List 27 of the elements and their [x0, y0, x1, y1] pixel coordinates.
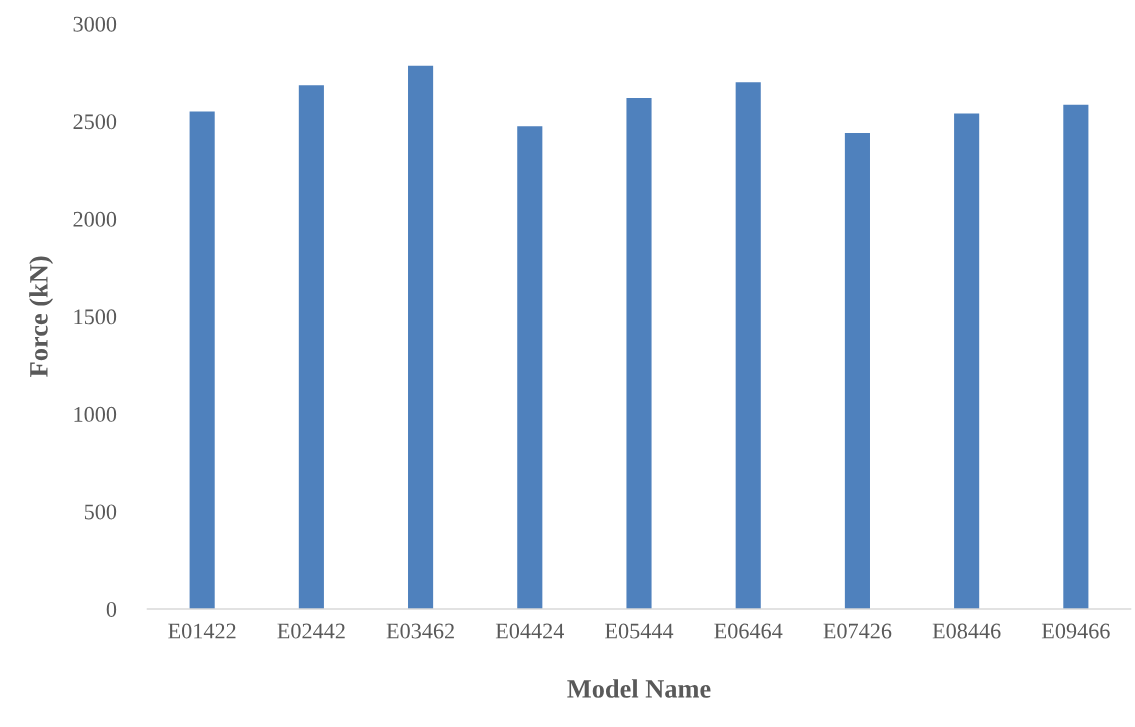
bar	[844, 133, 870, 610]
y-tick-label: 2500	[73, 114, 117, 130]
y-axis-title: Force (kN)	[29, 256, 54, 377]
y-tick-label: 1000	[74, 406, 117, 422]
bar	[735, 82, 761, 610]
bar	[954, 113, 980, 610]
x-tick-label: E01422	[168, 623, 236, 639]
y-tick-label: 3000	[73, 16, 117, 32]
y-tick-label: 500	[84, 504, 117, 520]
x-tick-label: E05444	[605, 623, 674, 639]
x-tick-label: E04424	[495, 623, 565, 639]
y-tick-label: 1500	[74, 309, 117, 325]
x-tick-label: E08446	[932, 623, 1001, 639]
bar	[298, 85, 324, 610]
x-tick-label: E09466	[1041, 623, 1110, 639]
x-tick-label: E02442	[277, 623, 345, 639]
x-tick-label: E07426	[823, 623, 892, 639]
y-tick-label: 2000	[73, 211, 117, 227]
bar	[626, 97, 652, 610]
x-tick-label: E03462	[386, 623, 454, 639]
x-axis-title: Model Name	[567, 679, 711, 698]
bar	[408, 65, 434, 610]
x-tick-label: E06464	[714, 623, 783, 639]
bar	[1063, 104, 1089, 610]
y-tick-label: 0	[106, 601, 117, 617]
bar	[517, 126, 543, 610]
bar	[189, 111, 215, 610]
